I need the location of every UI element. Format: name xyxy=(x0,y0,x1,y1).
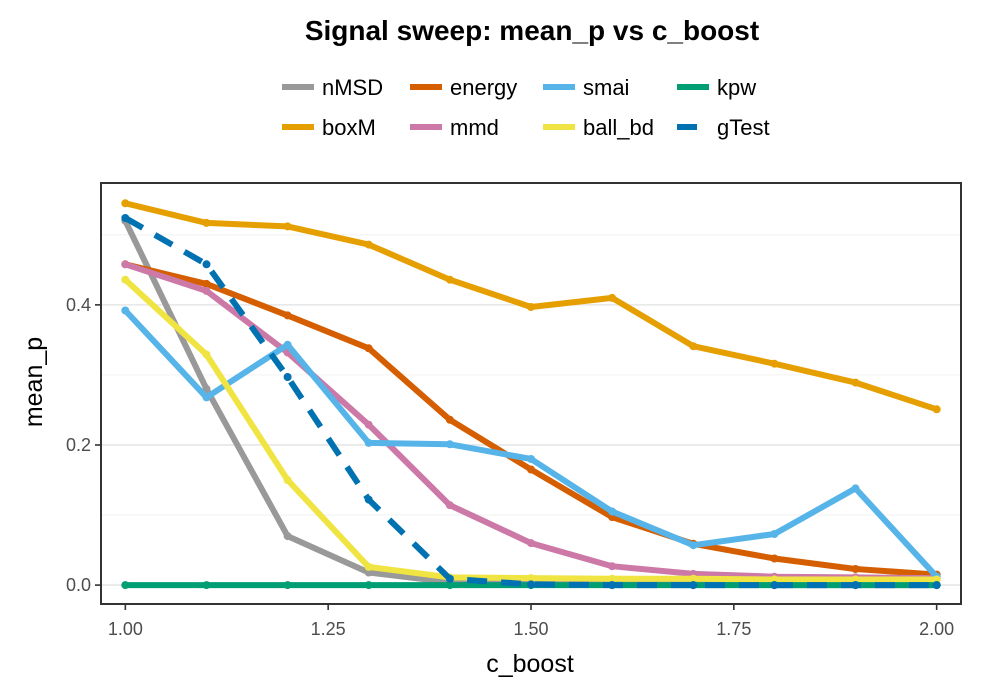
series-gtest xyxy=(121,214,941,590)
data-point xyxy=(121,199,130,208)
y-tick-label: 0.2 xyxy=(66,435,91,455)
legend-item-mmd[interactable]: mmd xyxy=(410,115,499,140)
data-point xyxy=(121,275,130,284)
data-point xyxy=(202,286,211,295)
data-point xyxy=(527,455,535,463)
data-point xyxy=(121,306,130,315)
data-point xyxy=(445,581,454,590)
legend-label: mmd xyxy=(450,115,499,140)
legend-label: boxM xyxy=(322,115,376,140)
legend-item-energy[interactable]: energy xyxy=(410,75,517,100)
data-point xyxy=(202,279,211,288)
data-point xyxy=(202,218,211,227)
data-point xyxy=(689,574,698,583)
data-point xyxy=(202,581,211,590)
x-tick-label: 1.50 xyxy=(513,619,548,639)
data-point xyxy=(851,565,860,573)
data-point xyxy=(364,568,373,577)
y-axis-title: mean_p xyxy=(20,337,48,427)
data-point xyxy=(283,476,292,484)
data-point xyxy=(689,342,698,351)
data-point xyxy=(283,222,292,231)
data-point xyxy=(527,465,535,474)
y-tick-label: 0.4 xyxy=(66,295,91,315)
data-point xyxy=(445,415,454,424)
data-point xyxy=(527,574,535,583)
series-line-gtest xyxy=(123,215,937,589)
legend-item-kpw[interactable]: kpw xyxy=(677,75,756,100)
data-point xyxy=(770,554,779,563)
legend-item-boxm[interactable]: boxM xyxy=(282,115,376,140)
data-point xyxy=(121,260,130,269)
data-point xyxy=(608,507,617,516)
data-point xyxy=(283,373,292,381)
data-point xyxy=(364,438,373,447)
data-point xyxy=(364,495,373,504)
x-tick-label: 1.75 xyxy=(716,619,751,639)
legend-item-gtest[interactable]: gTest xyxy=(677,115,770,140)
series-ball-bd xyxy=(121,275,941,584)
legend-item-nmsd[interactable]: nMSD xyxy=(282,75,383,100)
data-point xyxy=(283,532,292,541)
data-point xyxy=(364,581,373,590)
chart-title: Signal sweep: mean_p vs c_boost xyxy=(305,15,759,46)
data-point xyxy=(364,240,373,249)
data-point xyxy=(445,501,454,510)
data-point xyxy=(364,562,373,571)
legend-label: energy xyxy=(450,75,517,100)
data-point xyxy=(527,303,535,311)
data-point xyxy=(851,378,860,387)
data-point xyxy=(202,350,211,359)
data-point xyxy=(445,440,454,449)
data-point xyxy=(527,580,535,589)
legend-label: ball_bd xyxy=(583,115,654,140)
data-point xyxy=(283,340,292,349)
data-point xyxy=(283,311,292,320)
x-axis-title: c_boost xyxy=(486,650,574,678)
data-point xyxy=(770,359,779,368)
data-point xyxy=(608,293,617,302)
legend-item-ball-bd[interactable]: ball_bd xyxy=(543,115,654,140)
data-point xyxy=(689,541,698,550)
data-point xyxy=(202,393,211,402)
data-point xyxy=(527,539,535,548)
plot-panel xyxy=(101,183,961,604)
data-point xyxy=(932,575,941,584)
data-point xyxy=(121,214,130,222)
data-point xyxy=(121,581,130,590)
legend-label: kpw xyxy=(717,75,756,100)
x-tick-label: 2.00 xyxy=(919,619,954,639)
data-point xyxy=(608,574,617,583)
data-point xyxy=(770,575,779,584)
legend-label: nMSD xyxy=(322,75,383,100)
data-point xyxy=(608,562,617,571)
legend-label: smai xyxy=(583,75,629,100)
data-point xyxy=(770,530,779,538)
series-layer xyxy=(121,199,941,590)
data-point xyxy=(932,405,941,414)
data-point xyxy=(364,344,373,353)
y-tick-label: 0.0 xyxy=(66,575,91,595)
data-point xyxy=(851,575,860,584)
data-point xyxy=(932,581,941,590)
data-point xyxy=(364,420,373,429)
data-point xyxy=(770,581,779,590)
data-point xyxy=(851,581,860,590)
data-point xyxy=(689,581,698,590)
data-point xyxy=(851,484,860,493)
data-point xyxy=(445,574,454,583)
data-point xyxy=(445,275,454,284)
series-boxm xyxy=(121,199,941,414)
x-tick-label: 1.25 xyxy=(311,619,346,639)
data-point xyxy=(202,260,211,269)
series-smai xyxy=(121,306,941,581)
axes: 0.0 0.2 0.4 1.00 1.25 1.50 1.75 2.00 xyxy=(66,295,954,639)
legend: nMSD boxM energy mmd smai ball_bd kpw gTest xyxy=(282,75,770,140)
legend-label: gTest xyxy=(717,115,770,140)
data-point xyxy=(283,581,292,590)
x-tick-label: 1.00 xyxy=(108,619,143,639)
data-point xyxy=(608,581,617,590)
legend-item-smai[interactable]: smai xyxy=(543,75,629,100)
